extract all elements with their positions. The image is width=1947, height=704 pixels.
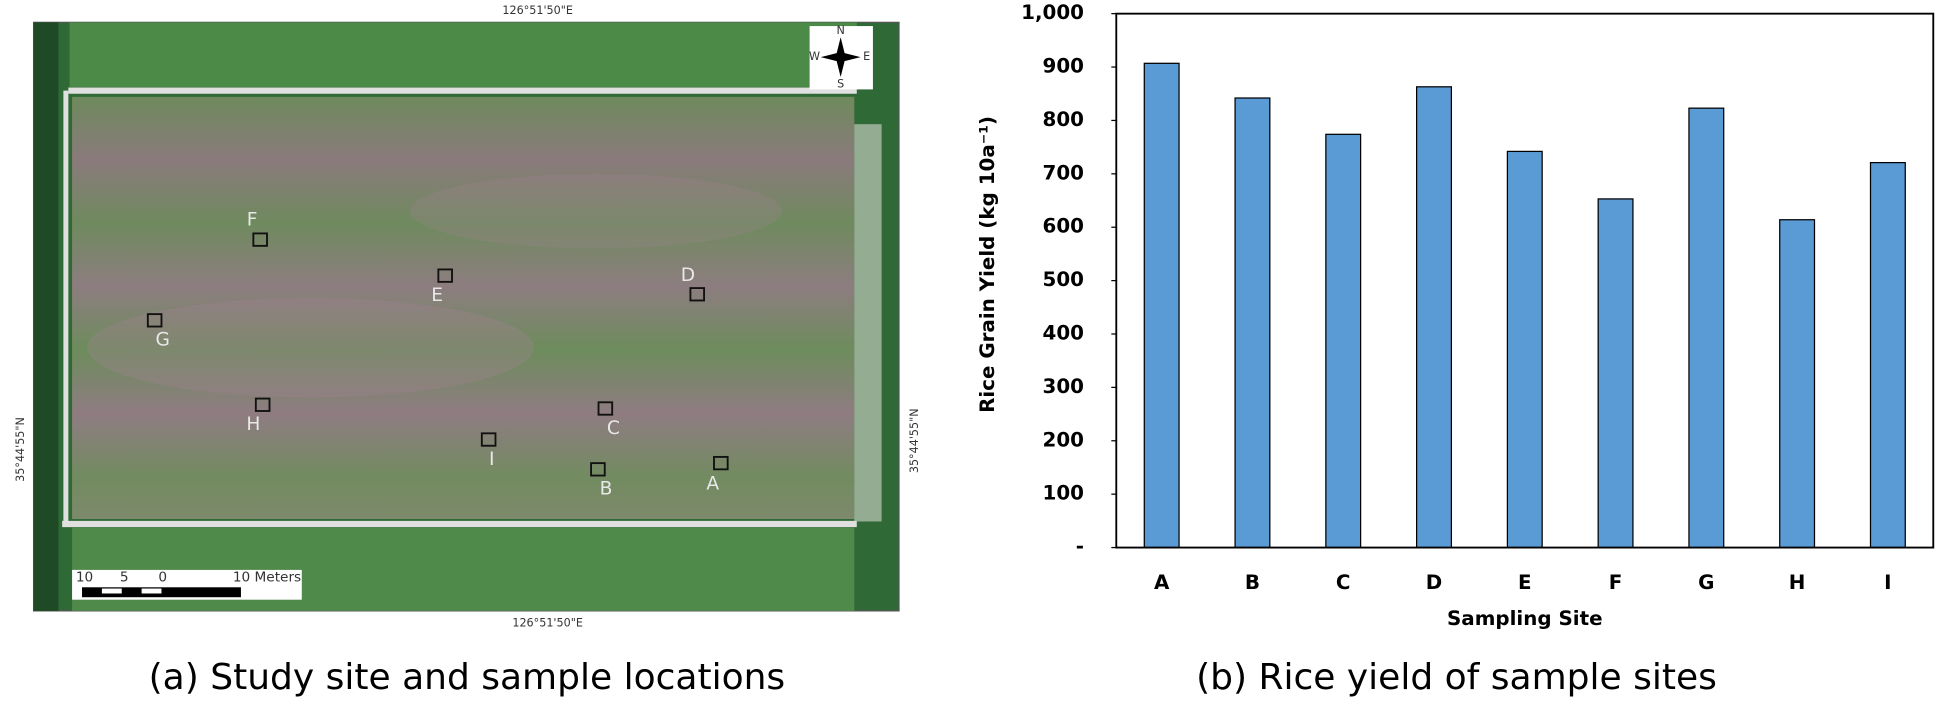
site-box — [590, 462, 606, 477]
y-tick-label: 100 — [1043, 482, 1084, 505]
site-box — [713, 455, 729, 471]
x-tick-label: A — [1154, 571, 1170, 594]
bar — [1779, 219, 1816, 549]
y-tick-label: 300 — [1043, 375, 1084, 398]
x-tick-label: B — [1245, 571, 1260, 594]
bar — [1416, 86, 1453, 549]
x-tick-label: E — [1518, 571, 1532, 594]
site-boxes — [146, 232, 729, 477]
coordinate: 126°51'50"E — [502, 4, 573, 17]
x-tick-label: H — [1789, 571, 1806, 594]
bar — [1597, 198, 1634, 549]
scale-bar — [101, 588, 122, 594]
map: N S E W 10 5 0 10 Meters 126°51'50"E 126… — [14, 4, 921, 629]
chart: - 100 200 300 400 500 600 700 800 900 1,000 A B C D E F G… — [1021, 1, 1906, 594]
compass-rose — [820, 37, 861, 77]
site-label: H — [246, 414, 260, 435]
site-box — [254, 397, 271, 412]
y-tick-label: 900 — [1043, 55, 1084, 78]
bar — [1506, 150, 1543, 549]
y-axis-title: Rice Grain Yield (kg 10a⁻¹) — [976, 116, 999, 413]
site-box — [437, 268, 453, 283]
y-tick-label: 700 — [1043, 161, 1084, 184]
bar — [1688, 107, 1725, 549]
site-box — [252, 232, 268, 247]
bar — [1325, 133, 1362, 549]
y-tick-label: 400 — [1043, 321, 1084, 344]
x-tick-label: C — [1336, 571, 1351, 594]
y-tick-label: 500 — [1043, 268, 1084, 291]
y-tick-label: - — [1076, 535, 1084, 558]
pink-patch — [409, 173, 783, 249]
site-box — [146, 313, 163, 328]
caption: (a) Study site and sample locations — [149, 657, 786, 698]
site-label: F — [247, 209, 258, 230]
bar — [1869, 161, 1906, 549]
scale-label: 5 — [120, 569, 129, 585]
site-label: E — [431, 285, 443, 306]
x-tick-label: F — [1609, 571, 1623, 594]
field-main — [72, 96, 855, 519]
site-label: G — [156, 330, 170, 351]
x-tick-label: D — [1426, 571, 1443, 594]
compass-s: S — [837, 77, 844, 90]
scale-bar — [82, 587, 241, 598]
scale-bar — [141, 588, 162, 594]
scale-label: 0 — [158, 569, 167, 585]
site-label: I — [489, 449, 495, 470]
compass-e: E — [863, 50, 870, 63]
path — [854, 124, 882, 522]
y-tick-label: 200 — [1043, 428, 1084, 451]
site-label: A — [706, 474, 719, 495]
coordinate: 35°44'55"N — [14, 417, 27, 482]
site-box — [480, 432, 497, 447]
y-tick-label: 800 — [1043, 108, 1084, 131]
site-label: B — [600, 479, 613, 500]
coordinate: 126°51'50"E — [512, 616, 583, 629]
y-tick-label: 600 — [1043, 215, 1084, 238]
x-axis-title: Sampling Site — [1447, 607, 1603, 630]
field-north — [69, 22, 857, 87]
site-label: D — [681, 265, 695, 286]
site-box — [689, 287, 705, 302]
y-tick-label: 1,000 — [1021, 1, 1084, 24]
site-box — [597, 401, 614, 416]
tree-line — [33, 22, 59, 611]
caption: (b) Rice yield of sample sites — [1196, 657, 1717, 698]
compass-n: N — [836, 24, 844, 37]
plot-frame — [1115, 12, 1935, 549]
coordinate: 35°44'55"N — [908, 408, 921, 473]
x-tick-label: G — [1698, 571, 1714, 594]
site-label: C — [607, 418, 620, 439]
compass-w: W — [809, 50, 820, 63]
bar — [1143, 62, 1180, 549]
pink-patch — [86, 297, 534, 398]
scale-label: 10 — [76, 569, 93, 585]
bar — [1234, 97, 1271, 549]
scale-label: 10 Meters — [233, 569, 301, 585]
x-tick-label: I — [1884, 571, 1891, 594]
